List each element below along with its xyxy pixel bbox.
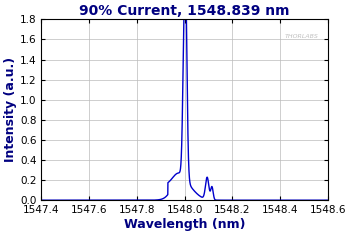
Title: 90% Current, 1548.839 nm: 90% Current, 1548.839 nm: [79, 4, 290, 18]
Y-axis label: Intensity (a.u.): Intensity (a.u.): [4, 57, 17, 162]
Text: THORLABS: THORLABS: [285, 34, 319, 39]
X-axis label: Wavelength (nm): Wavelength (nm): [124, 218, 245, 231]
